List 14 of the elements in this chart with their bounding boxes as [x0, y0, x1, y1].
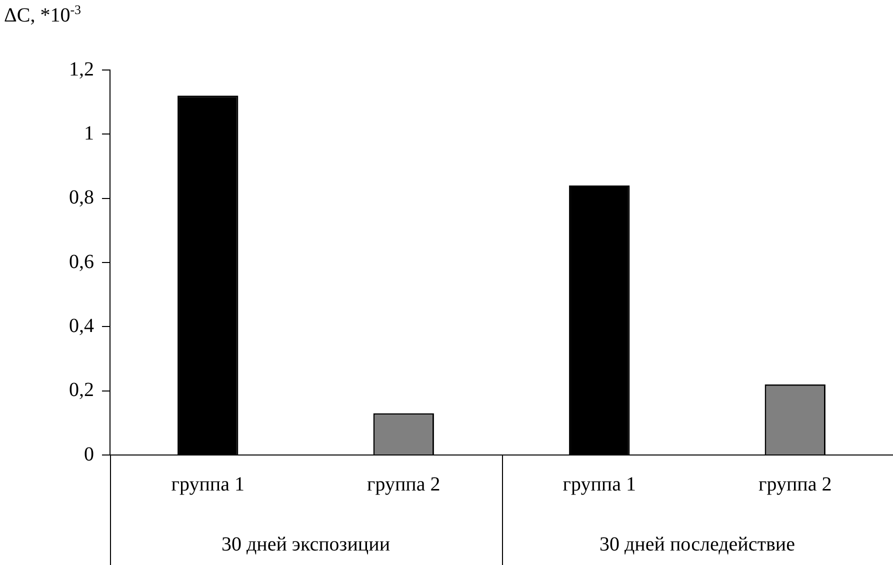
x-tick-label: группа 2	[367, 473, 440, 496]
y-tick-label: 0,8	[69, 186, 94, 209]
x-tick-label: группа 2	[758, 473, 832, 496]
text: 30 дней экспозиции	[221, 533, 390, 556]
y-tick-label: 0	[84, 443, 94, 466]
x-tick-label: группа 1	[562, 473, 636, 496]
text: 30 дней последействие	[599, 533, 796, 556]
y-axis-title: ΔC, *10$^{-3}$	[4, 2, 82, 28]
y-tick-label: 0,6	[69, 250, 94, 273]
y-tick-label: 0,4	[69, 314, 94, 337]
x-tick-label: группа 1	[171, 473, 244, 496]
y-tick-label: 1,2	[69, 58, 94, 80]
y-tick-label: 1	[84, 122, 94, 144]
y-tick-label: 0,2	[69, 379, 94, 402]
